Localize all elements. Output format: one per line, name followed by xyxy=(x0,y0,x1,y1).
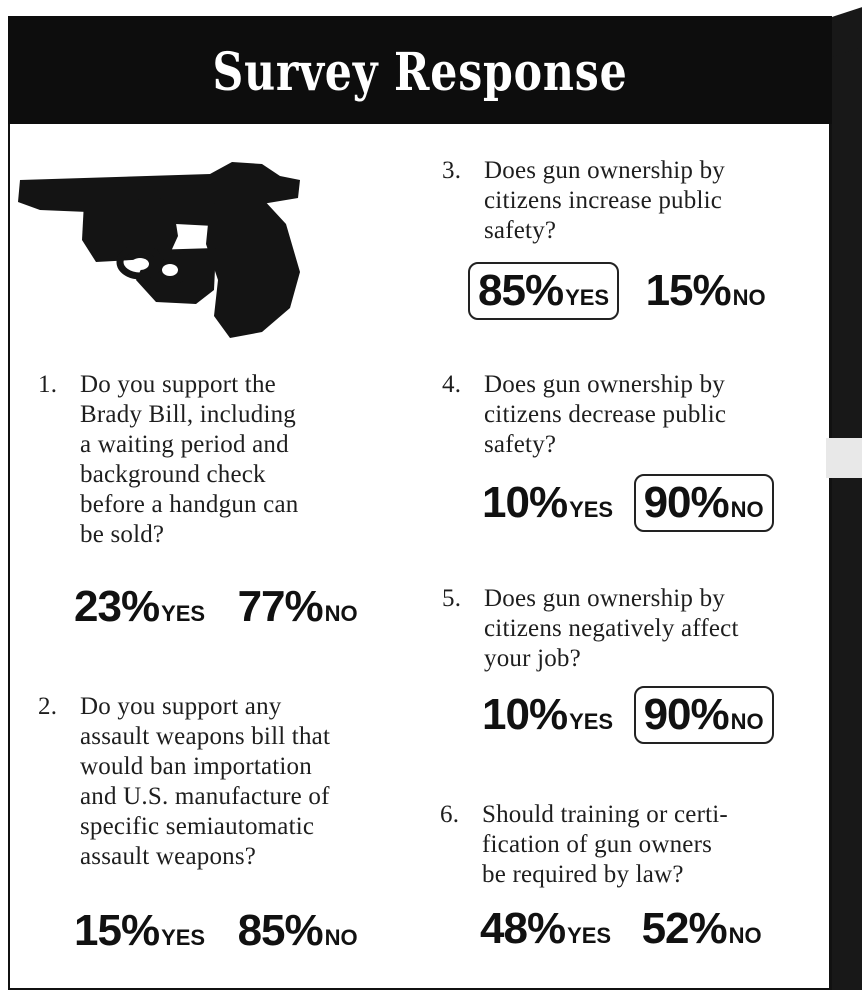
yes-result: 15%YES xyxy=(74,906,206,955)
page-edge-notch xyxy=(826,438,862,478)
answer-row-3: 85%YES 15%NO xyxy=(468,262,766,320)
question-text-line: be sold? xyxy=(80,521,165,548)
question-number: 4. xyxy=(442,371,462,398)
no-result: 85%NO xyxy=(237,906,358,955)
answer-row-1: 23%YES 77%NO xyxy=(74,582,358,632)
question-text-line: a waiting period and xyxy=(80,431,289,458)
question-text-line: Should training or certi- xyxy=(482,801,728,828)
question-text-line: background check xyxy=(80,461,266,488)
question-text-line: be required by law? xyxy=(482,861,684,888)
question-text-line: assault weapons? xyxy=(80,843,257,870)
question-text-line: citizens increase public xyxy=(484,187,723,214)
question-text-line: your job? xyxy=(484,645,581,672)
question-text-line: Do you support the xyxy=(80,371,276,398)
revolver-image xyxy=(18,162,300,338)
answer-row-5: 10%YES 90%NO xyxy=(482,686,774,744)
header-bar xyxy=(8,16,832,124)
no-result: 77%NO xyxy=(237,582,358,631)
answer-row-4: 10%YES 90%NO xyxy=(482,474,774,532)
question-number: 3. xyxy=(442,157,462,184)
yes-result: 23%YES xyxy=(74,582,206,631)
question-text-line: specific semiautomatic xyxy=(80,813,315,840)
yes-result: 10%YES xyxy=(482,690,614,739)
page-edge-shadow xyxy=(828,30,862,990)
question-text-line: fication of gun owners xyxy=(482,831,713,858)
answer-row-6: 48%YES 52%NO xyxy=(480,904,762,954)
yes-result-circled: 85%YES xyxy=(468,262,620,320)
question-text-line: Do you support any xyxy=(80,693,282,720)
no-result: 52%NO xyxy=(641,904,762,953)
question-text-line: safety? xyxy=(484,217,557,244)
answer-row-2: 15%YES 85%NO xyxy=(74,906,358,956)
question-text-line: and U.S. manufacture of xyxy=(80,783,330,810)
question-number: 6. xyxy=(440,801,460,828)
question-text-line: would ban importation xyxy=(80,753,312,780)
page-title: Survey Response xyxy=(212,42,628,103)
question-text-line: Does gun ownership by xyxy=(484,585,725,612)
no-result: 15%NO xyxy=(645,266,766,315)
no-result-circled: 90%NO xyxy=(633,686,774,744)
question-text-line: before a handgun can xyxy=(80,491,299,518)
question-number: 2. xyxy=(38,693,58,720)
question-text-line: assault weapons bill that xyxy=(80,723,331,750)
question-text-line: safety? xyxy=(484,431,557,458)
question-text-line: Brady Bill, including xyxy=(80,401,296,428)
question-text-line: Does gun ownership by xyxy=(484,157,725,184)
question-number: 5. xyxy=(442,585,462,612)
question-number: 1. xyxy=(38,371,58,398)
yes-result: 48%YES xyxy=(480,904,612,953)
no-result-circled: 90%NO xyxy=(633,474,774,532)
yes-result: 10%YES xyxy=(482,478,614,527)
question-text-line: citizens decrease public xyxy=(484,401,727,428)
question-text-line: Does gun ownership by xyxy=(484,371,725,398)
question-text-line: citizens negatively affect xyxy=(484,615,739,642)
